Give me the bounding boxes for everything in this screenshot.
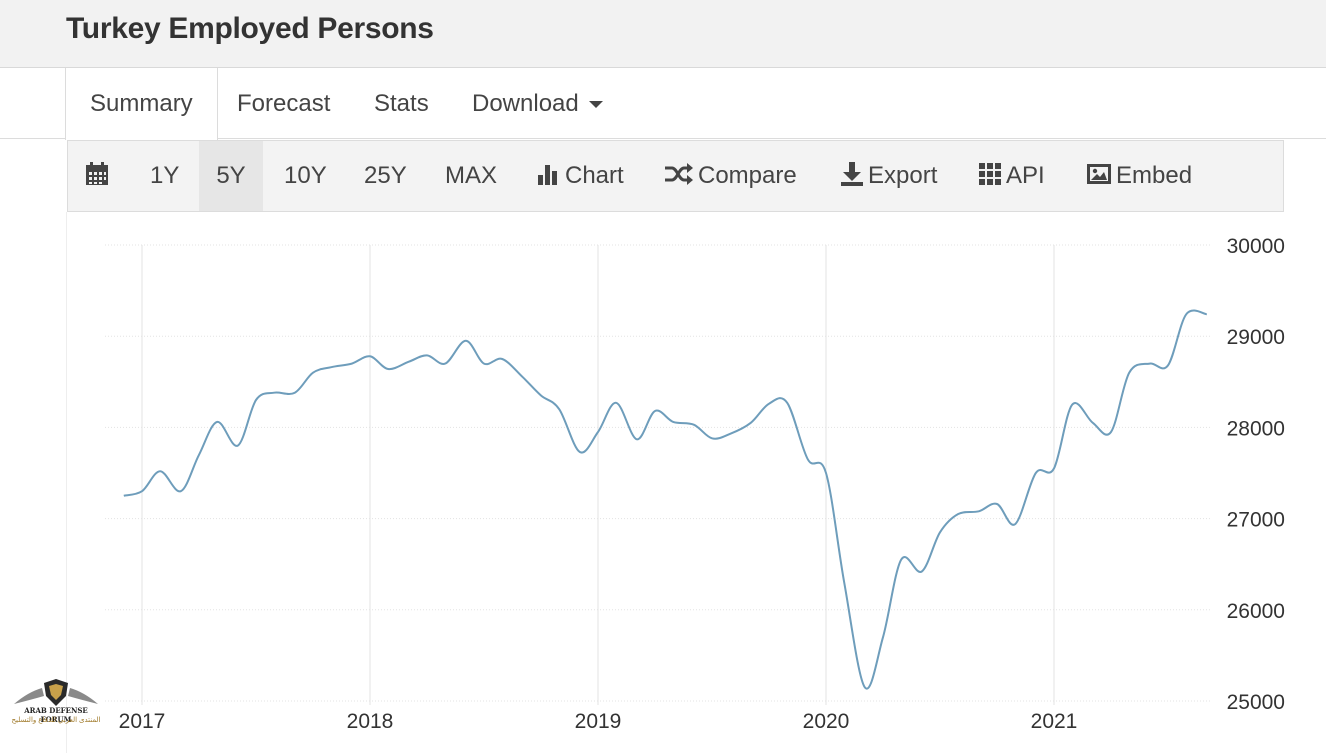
range-max-button[interactable]: MAX [445,162,498,189]
x-tick-label: 2020 [803,710,850,733]
api-button-label: API [1006,162,1045,189]
embed-button[interactable]: Embed [1086,141,1192,211]
y-tick-label: 28000 [1227,417,1285,440]
calendar-icon [86,161,108,185]
chart-button-label: Chart [565,162,624,189]
watermark-logo: ARAB DEFENSE FORUM المنتدى العربي للدفاع… [8,678,104,750]
calendar-button[interactable] [84,141,114,211]
shuffle-icon [665,162,693,185]
image-icon [1087,163,1111,184]
export-button[interactable]: Export [840,141,937,211]
caret-down-icon [588,101,603,109]
compare-button[interactable]: Compare [664,141,797,211]
tab-stats[interactable]: Stats [374,90,429,117]
grid-icon [979,162,1001,185]
chart-area: 25000 26000 27000 28000 29000 30000 2017 2018 20… [0,212,1326,753]
chart-button[interactable]: Chart [537,141,624,211]
compare-button-label: Compare [698,162,797,189]
y-tick-label: 29000 [1227,326,1285,349]
api-button[interactable]: API [978,141,1045,211]
page-header: Turkey Employed Persons [0,0,1326,68]
tab-download-label: Download [472,90,579,117]
tab-summary[interactable]: Summary [65,68,218,140]
line-chart: 25000 26000 27000 28000 29000 30000 2017 2018 20… [105,235,1285,733]
range-5y-button[interactable]: 5Y [199,141,263,211]
x-tick-label: 2018 [347,710,394,733]
watermark-subtext: المنتدى العربي للدفاع والتسليح [11,717,101,724]
shield-emblem-icon [14,679,98,706]
chart-toolbar: 1Y 5Y 10Y 25Y MAX Chart Compare Export A… [67,140,1284,212]
watermark-text: ARAB DEFENSE FORUM [24,706,88,724]
page-title: Turkey Employed Persons [66,12,434,45]
range-1y-button[interactable]: 1Y [150,162,180,189]
tab-download[interactable]: Download [448,68,627,139]
export-button-label: Export [868,162,938,189]
x-tick-label: 2019 [575,710,622,733]
x-tick-label: 2017 [119,710,166,733]
bar-chart-icon [538,164,557,185]
x-tick-label: 2021 [1031,710,1078,733]
y-tick-label: 30000 [1227,235,1285,258]
download-icon [841,161,863,186]
y-tick-label: 25000 [1227,691,1285,714]
y-tick-label: 27000 [1227,509,1285,532]
chart-left-border [66,212,67,753]
y-tick-label: 26000 [1227,600,1285,623]
embed-button-label: Embed [1116,162,1193,189]
tab-bar: Summary Forecast Stats Download [0,68,1326,140]
range-10y-button[interactable]: 10Y [284,162,327,189]
series-line [123,309,1208,690]
range-25y-button[interactable]: 25Y [364,162,407,189]
tab-forecast[interactable]: Forecast [237,90,331,117]
